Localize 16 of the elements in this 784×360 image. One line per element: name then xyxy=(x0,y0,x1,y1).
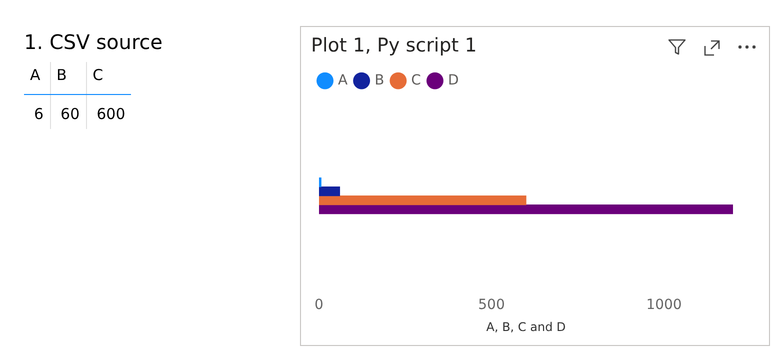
text: 1. CSV source xyxy=(24,30,163,54)
x-tick-label: 500 xyxy=(478,296,505,313)
legend-label: C xyxy=(411,72,422,88)
x-tick-label: 1000 xyxy=(646,296,682,313)
legend-label: A xyxy=(338,72,348,88)
x-tick-label: 0 xyxy=(314,296,324,313)
category-label: B xyxy=(50,62,86,94)
data-label: 6 xyxy=(33,104,45,125)
legend-label: D xyxy=(448,72,459,88)
category-label: C xyxy=(86,62,132,94)
legend-label: B xyxy=(374,72,384,88)
category-label: A xyxy=(24,62,50,94)
x-axis-title: A, B, C and D xyxy=(486,320,566,334)
data-label: 60 xyxy=(50,94,86,129)
data-label: 600 xyxy=(86,94,132,129)
chart-title: Plot 1, Py script 1 xyxy=(311,34,477,56)
